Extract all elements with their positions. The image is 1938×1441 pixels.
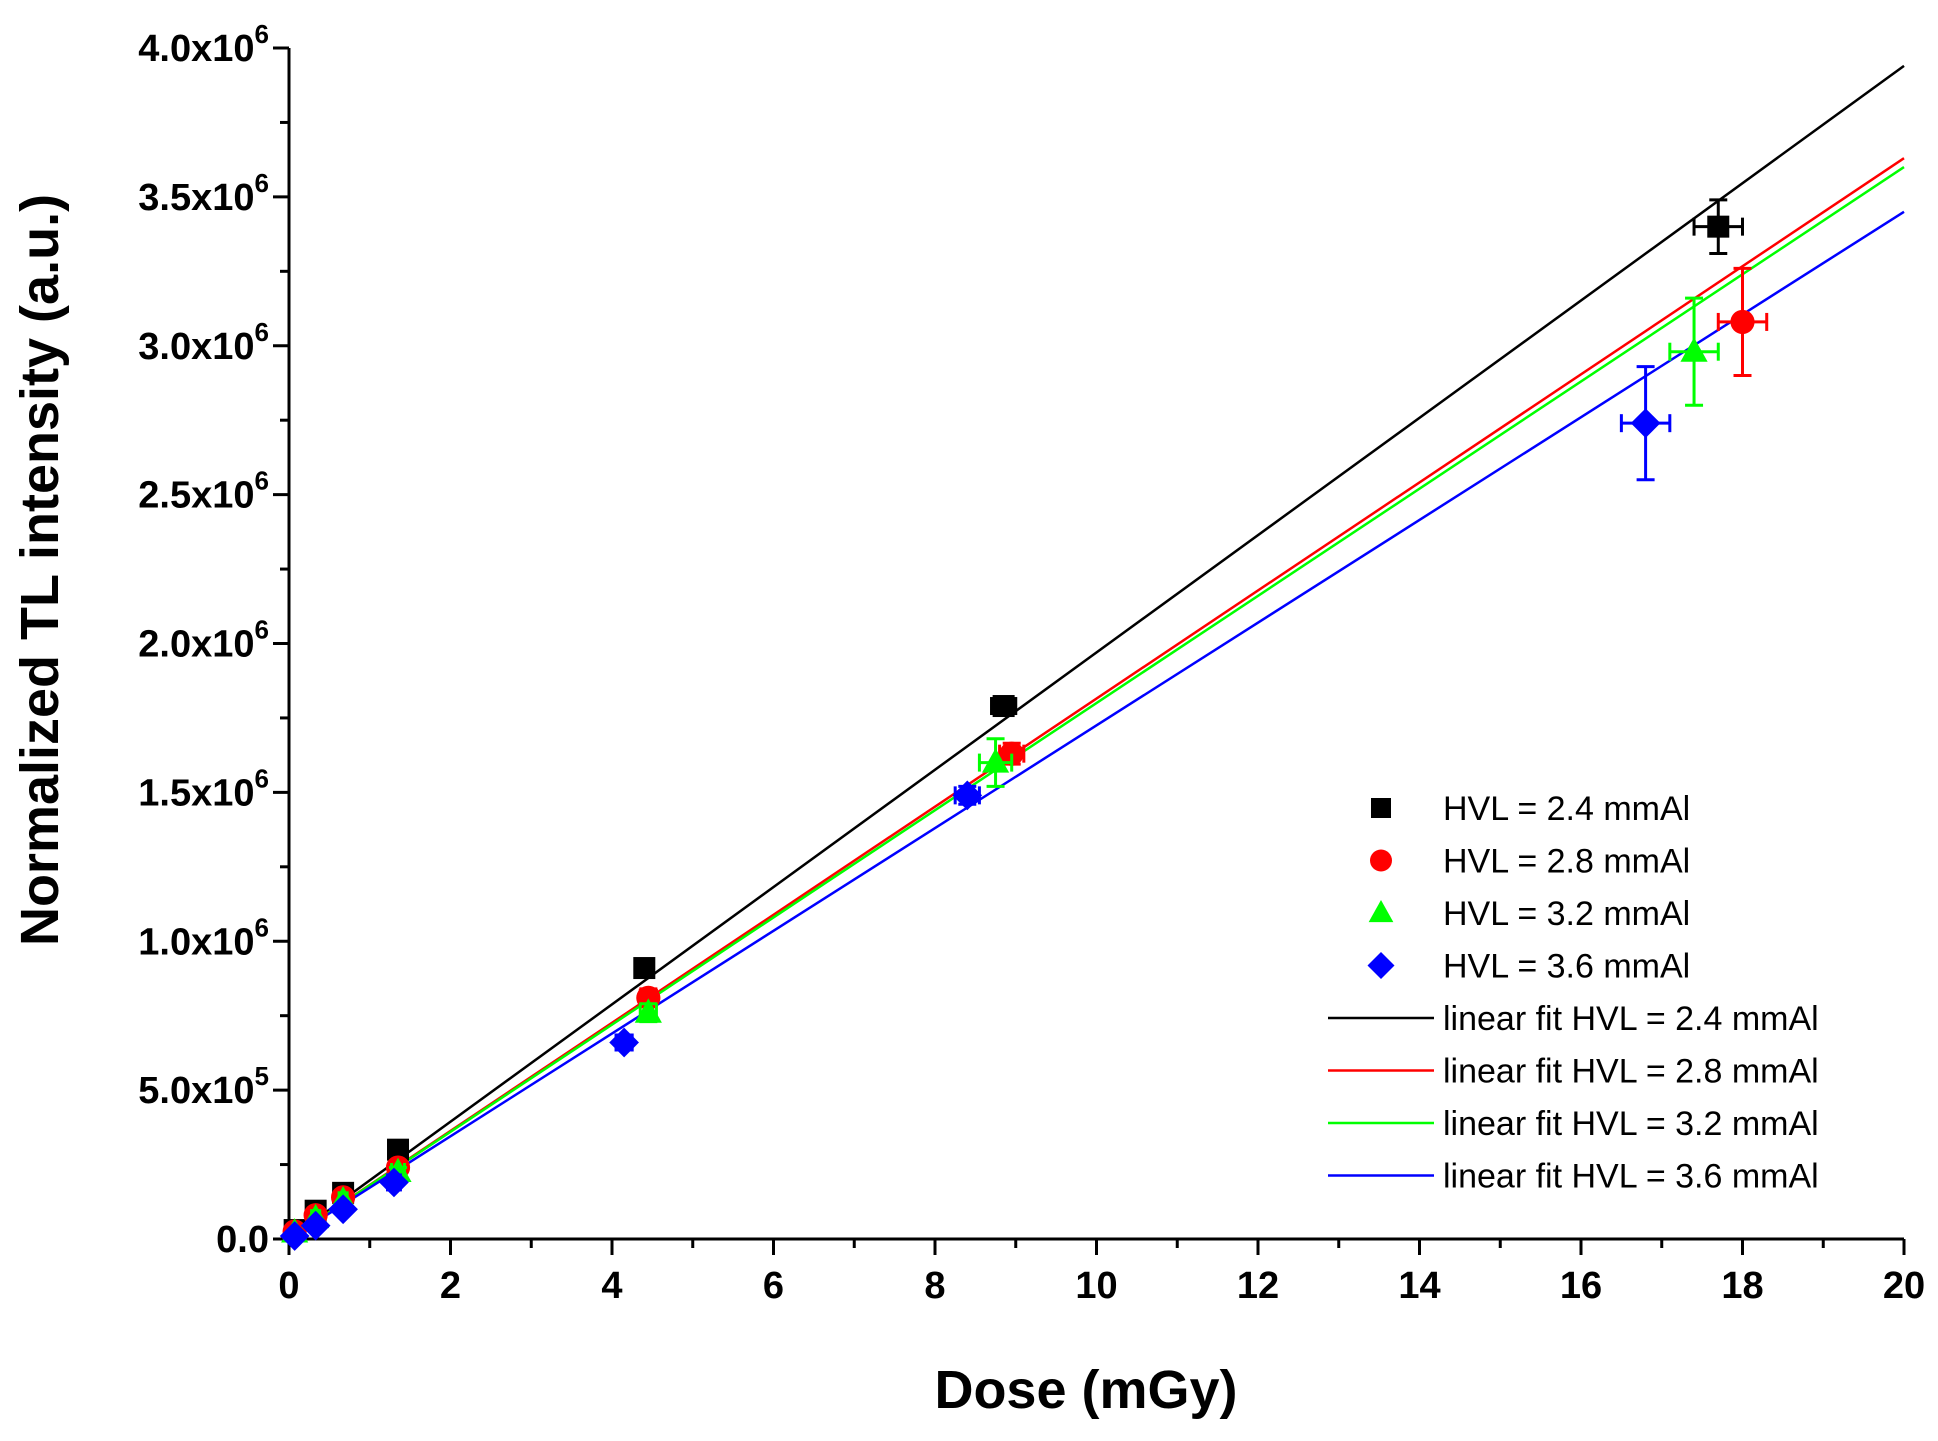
legend-entry: HVL = 3.6 mmAl — [1367, 948, 1690, 986]
data-point — [1619, 365, 1672, 482]
legend: HVL = 2.4 mmAl HVL = 2.8 mmAl HVL = 3.2 mm… — [1328, 790, 1819, 1196]
data-marker-diamond — [279, 1221, 310, 1251]
data-point — [977, 737, 1014, 788]
data-marker-circle — [1730, 309, 1755, 335]
legend-label: HVL = 3.6 mmAl — [1443, 948, 1690, 986]
data-marker-diamond — [609, 1027, 639, 1058]
legend-label: linear fit HVL = 3.6 mmAl — [1443, 1158, 1819, 1196]
series-circle — [282, 266, 1769, 1244]
legend-label: linear fit HVL = 2.8 mmAl — [1443, 1053, 1819, 1091]
x-tick-label: 8 — [924, 1265, 945, 1307]
data-point — [279, 1221, 310, 1251]
legend-entry: HVL = 2.4 mmAl — [1371, 790, 1690, 828]
y-tick-label: 0.0 — [216, 1219, 269, 1261]
legend-entry: linear fit HVL = 2.8 mmAl — [1328, 1053, 1819, 1091]
data-marker-square — [387, 1138, 410, 1161]
y-axis-title: Normalized TL intensity (a.u.) — [10, 194, 70, 946]
data-point — [379, 1167, 409, 1198]
data-marker-diamond — [328, 1194, 358, 1225]
data-point — [1716, 266, 1769, 378]
y-tick-label: 5.0x105​ — [138, 1061, 269, 1112]
fit-line — [288, 210, 1905, 1241]
y-tick-label: 3.0x106​ — [138, 317, 269, 368]
data-marker-square — [992, 695, 1015, 718]
x-tick-label: 12 — [1237, 1265, 1279, 1307]
fit-lines — [288, 64, 1905, 1241]
x-tick-label: 20 — [1883, 1265, 1925, 1307]
x-tick-label: 6 — [763, 1265, 784, 1307]
x-tick-label: 0 — [278, 1265, 299, 1307]
data-point — [300, 1210, 331, 1241]
legend-entry: HVL = 3.2 mmAl — [1368, 895, 1690, 933]
data-points — [279, 198, 1769, 1251]
legend-label: HVL = 2.4 mmAl — [1443, 790, 1690, 828]
y-tick-label: 2.0x106​ — [138, 615, 269, 666]
data-point — [1668, 296, 1720, 407]
x-tick-label: 16 — [1560, 1265, 1602, 1307]
fit-line — [288, 64, 1905, 1241]
data-marker-triangle — [1680, 337, 1708, 362]
data-point — [633, 957, 656, 980]
data-point — [1692, 198, 1744, 255]
legend-entry: HVL = 2.8 mmAl — [1370, 843, 1690, 881]
series-diamond — [279, 365, 1672, 1251]
data-point — [328, 1194, 358, 1225]
legend-label: HVL = 3.2 mmAl — [1443, 895, 1690, 933]
data-point — [387, 1138, 410, 1161]
data-point — [952, 780, 983, 811]
fit-line — [288, 166, 1905, 1241]
y-tick-label: 1.0x106​ — [138, 912, 269, 963]
y-tick-label: 1.5x106​ — [138, 763, 269, 814]
legend-entry: linear fit HVL = 3.6 mmAl — [1328, 1158, 1819, 1196]
data-marker-diamond — [952, 780, 983, 811]
x-tick-label: 10 — [1075, 1265, 1117, 1307]
data-marker-diamond — [379, 1167, 409, 1198]
y-tick-label: 3.5x106​ — [138, 168, 269, 219]
x-axis-title: Dose (mGy) — [934, 1360, 1237, 1420]
data-point — [634, 998, 662, 1024]
legend-marker-triangle — [1368, 900, 1394, 923]
data-marker-triangle — [634, 998, 662, 1023]
x-tick-label: 2 — [440, 1265, 461, 1307]
legend-entry: linear fit HVL = 2.4 mmAl — [1328, 1000, 1819, 1038]
y-tick-label: 2.5x106​ — [138, 466, 269, 517]
y-tick-label: 4.0x106​ — [138, 19, 269, 70]
data-marker-square — [1707, 215, 1730, 238]
legend-marker-square — [1371, 798, 1391, 818]
legend-marker-circle — [1370, 849, 1392, 872]
data-point — [990, 695, 1018, 718]
data-marker-square — [633, 957, 656, 980]
x-tick-label: 18 — [1721, 1265, 1763, 1307]
legend-entry: linear fit HVL = 3.2 mmAl — [1328, 1105, 1819, 1143]
data-marker-diamond — [1630, 408, 1661, 439]
axes: 0 2 4 6 8 10 12 14 16 18 20 0.0 5.0x105​ 1.0x106​ 1.5x… — [138, 19, 1925, 1307]
data-marker-diamond — [300, 1210, 331, 1241]
data-marker-triangle — [981, 748, 1010, 773]
legend-label: linear fit HVL = 3.2 mmAl — [1443, 1105, 1819, 1143]
data-point — [609, 1027, 639, 1058]
legend-marker-diamond — [1367, 952, 1395, 979]
legend-label: HVL = 2.8 mmAl — [1443, 843, 1690, 881]
legend-label: linear fit HVL = 2.4 mmAl — [1443, 1000, 1819, 1038]
x-tick-label: 4 — [601, 1265, 622, 1307]
x-tick-label: 14 — [1398, 1265, 1440, 1307]
